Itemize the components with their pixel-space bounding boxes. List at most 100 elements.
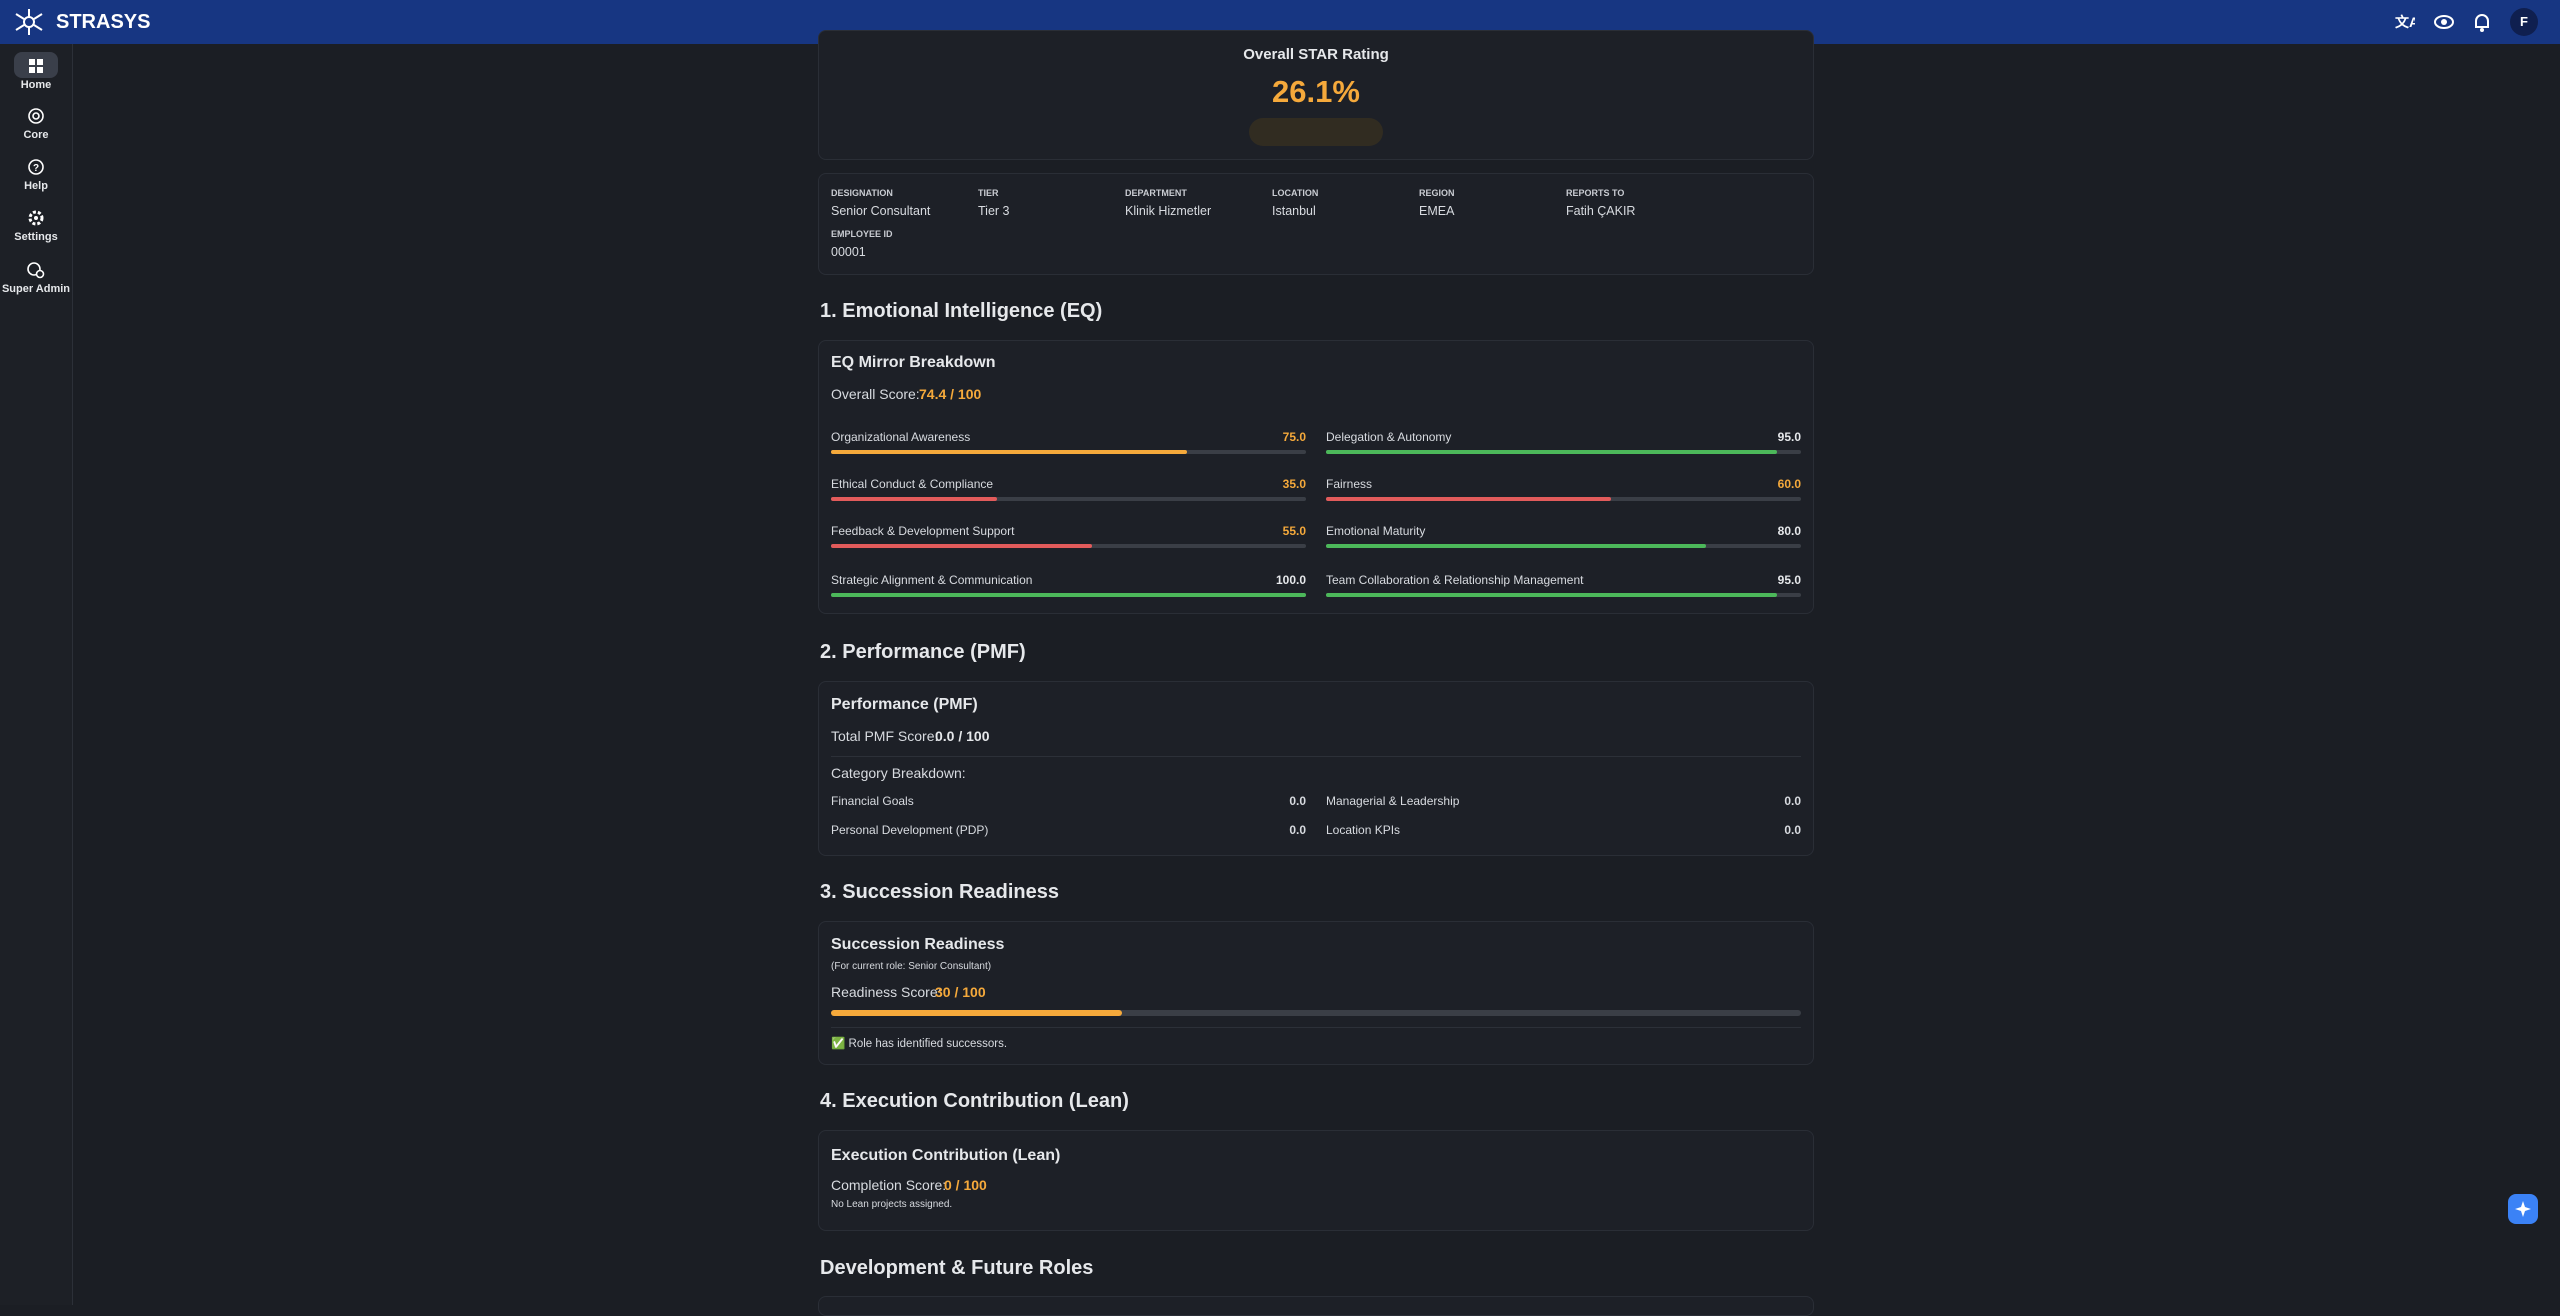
field-label: TIER	[978, 188, 999, 198]
field-value: Senior Consultant	[831, 204, 931, 218]
progress-bar	[1326, 593, 1778, 597]
metric-name: Ethical Conduct & Compliance	[831, 477, 994, 491]
field-label: EMPLOYEE ID	[831, 229, 893, 239]
translate-icon[interactable]: 文A	[2393, 12, 2415, 32]
category-value: 0.0	[1784, 823, 1801, 837]
category-value: 0.0	[1784, 794, 1801, 808]
metric-value: 95.0	[1777, 573, 1801, 587]
eq-card	[818, 340, 1814, 614]
metric-name: Strategic Alignment & Communication	[831, 573, 1033, 587]
field-value: EMEA	[1419, 204, 1455, 218]
field-value: 00001	[831, 245, 866, 259]
progress-track	[831, 1010, 1801, 1016]
section-heading: 2. Performance (PMF)	[820, 641, 1026, 663]
section-heading: 3. Succession Readiness	[820, 881, 1060, 903]
succession-card	[818, 921, 1814, 1065]
progress-bar	[831, 593, 1306, 597]
card-subtitle: (For current role: Senior Consultant)	[831, 961, 992, 972]
metric-value: 100.0	[1275, 573, 1306, 587]
score-value: 30 / 100	[935, 984, 986, 1000]
field-label: DESIGNATION	[831, 188, 893, 198]
notifications-icon[interactable]	[2471, 11, 2493, 33]
next-card	[818, 1296, 1814, 1316]
category-name: Financial Goals	[831, 794, 914, 808]
pmf-card	[818, 681, 1814, 856]
progress-bar	[1326, 544, 1706, 548]
progress-bar	[831, 450, 1188, 454]
nav-label: Settings	[14, 231, 58, 243]
nav-icon[interactable]	[26, 260, 46, 280]
nav-label: Home	[20, 79, 52, 91]
card-title: Execution Contribution (Lean)	[831, 1147, 1061, 1164]
metric-value: 80.0	[1777, 524, 1801, 538]
card-title: Performance (PMF)	[831, 696, 978, 713]
assistant-button[interactable]	[2508, 1194, 2538, 1224]
field-label: LOCATION	[1272, 188, 1319, 198]
nav-icon[interactable]: ?	[26, 157, 46, 177]
score-label: Total PMF Score:	[831, 728, 939, 744]
field-label: REGION	[1419, 188, 1455, 198]
score-label: Overall Score:	[831, 386, 920, 402]
sidebar	[0, 44, 73, 1305]
category-value: 0.0	[1289, 823, 1306, 837]
nav-label: Help	[24, 180, 48, 192]
note: ✅ Role has identified successors.	[831, 1038, 1008, 1050]
rating-value: 26.1%	[1272, 74, 1360, 109]
metric-name: Feedback & Development Support	[831, 524, 1015, 538]
field-value: Tier 3	[978, 204, 1010, 218]
score-value: 0 / 100	[944, 1177, 987, 1193]
metric-name: Organizational Awareness	[831, 430, 971, 444]
category-name: Personal Development (PDP)	[831, 823, 989, 837]
progress-bar	[831, 544, 1093, 548]
nav-label: Super Admin	[1, 283, 71, 295]
section-heading: 4. Execution Contribution (Lean)	[820, 1090, 1129, 1112]
metric-value: 35.0	[1282, 477, 1306, 491]
section-heading: Development & Future Roles	[820, 1257, 1094, 1279]
progress-bar	[1326, 450, 1778, 454]
field-label: DEPARTMENT	[1125, 188, 1187, 198]
metric-value: 95.0	[1777, 430, 1801, 444]
breakdown-title: Category Breakdown:	[831, 765, 966, 781]
avatar[interactable]: F	[2510, 8, 2538, 36]
nav-icon[interactable]	[26, 106, 46, 126]
view-icon[interactable]	[2433, 12, 2455, 32]
category-name: Managerial & Leadership	[1326, 794, 1460, 808]
progress-bar	[831, 1010, 1122, 1016]
svg-text:?: ?	[33, 163, 39, 174]
divider	[831, 1027, 1801, 1028]
lean-card	[818, 1130, 1814, 1231]
profile-card	[818, 173, 1814, 275]
metric-name: Team Collaboration & Relationship Manage…	[1326, 573, 1584, 587]
metric-value: 60.0	[1777, 477, 1801, 491]
field-value: Istanbul	[1272, 204, 1316, 218]
active-pill	[14, 52, 58, 78]
status-pill	[1249, 118, 1383, 146]
logo	[15, 9, 43, 35]
nav-label: Core	[23, 129, 49, 141]
metric-name: Emotional Maturity	[1326, 524, 1426, 538]
metric-name: Delegation & Autonomy	[1326, 430, 1452, 444]
metric-value: 55.0	[1282, 524, 1306, 538]
metric-name: Fairness	[1326, 477, 1373, 491]
svg-text:文A: 文A	[2395, 14, 2415, 30]
category-name: Location KPIs	[1326, 823, 1401, 837]
card-title: EQ Mirror Breakdown	[831, 354, 996, 371]
field-value: Klinik Hizmetler	[1125, 204, 1212, 218]
metric-value: 75.0	[1282, 430, 1306, 444]
nav-icon[interactable]	[26, 56, 46, 76]
score-value: 0.0 / 100	[935, 728, 990, 744]
score-label: Readiness Score:	[831, 984, 942, 1000]
note: No Lean projects assigned.	[831, 1199, 953, 1210]
field-label: REPORTS TO	[1566, 188, 1625, 198]
card-title: Succession Readiness	[831, 936, 1005, 953]
nav-icon[interactable]	[26, 208, 46, 228]
field-value: Fatih ÇAKIR	[1566, 204, 1636, 218]
progress-bar	[1326, 497, 1611, 501]
section-heading: 1. Emotional Intelligence (EQ)	[820, 300, 1103, 322]
rating-title: Overall STAR Rating	[1243, 46, 1389, 63]
score-label: Completion Score:	[831, 1177, 947, 1193]
divider	[831, 756, 1801, 757]
brand: STRASYS	[56, 11, 151, 33]
progress-bar	[831, 497, 998, 501]
